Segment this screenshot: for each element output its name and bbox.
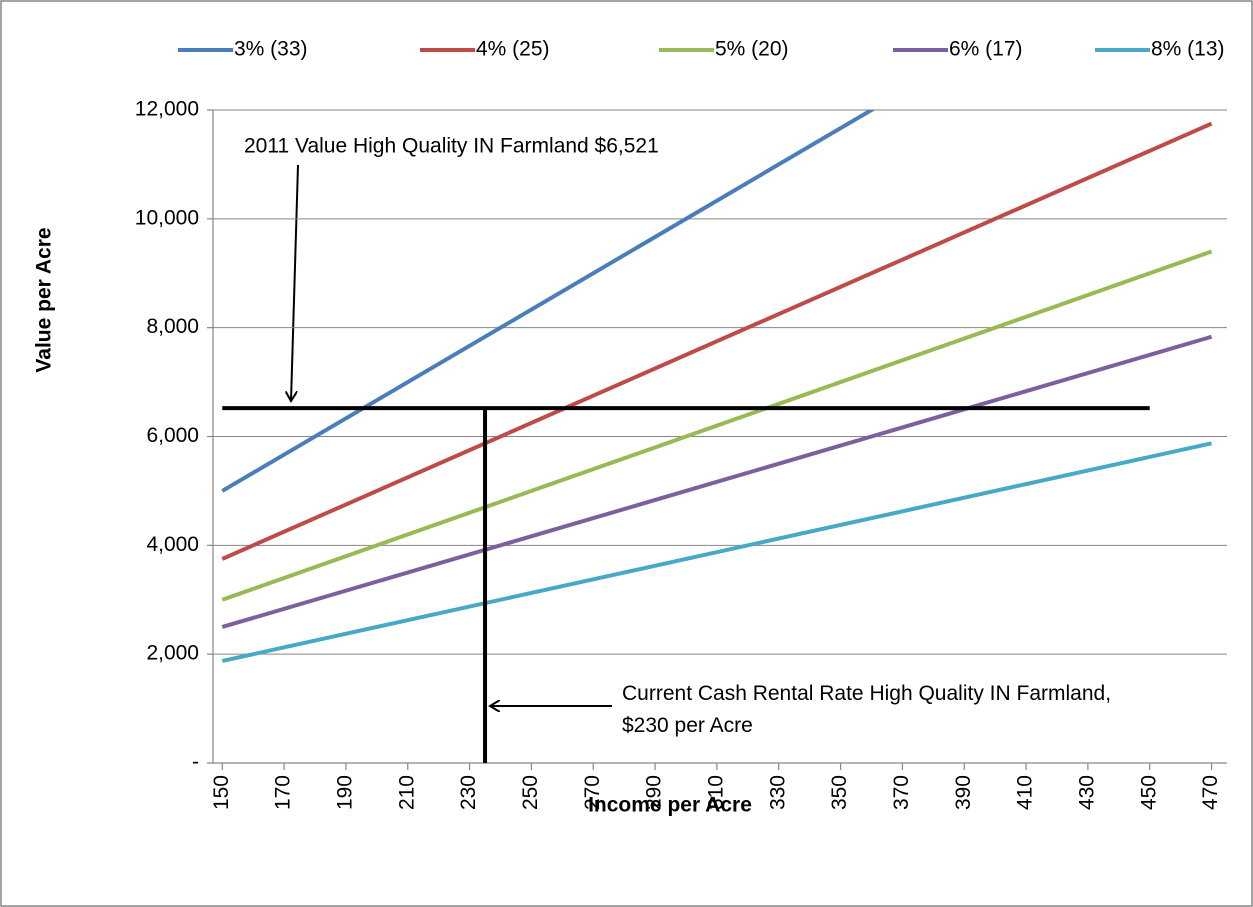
x-tick-label: 370 bbox=[890, 775, 913, 810]
x-tick-label: 190 bbox=[333, 775, 356, 810]
x-tick-label: 250 bbox=[519, 775, 542, 810]
x-tick-label: 230 bbox=[457, 775, 480, 810]
x-tick-label: 350 bbox=[828, 775, 851, 810]
series-line bbox=[221, 441, 1212, 663]
x-tick-label: 410 bbox=[1014, 775, 1037, 810]
annotation-arrow bbox=[291, 164, 299, 401]
x-tick-label: 290 bbox=[643, 775, 666, 810]
series-line bbox=[221, 334, 1213, 629]
y-axis-title: Value per Acre bbox=[33, 227, 56, 372]
series-line bbox=[221, 249, 1213, 602]
legend-label: 4% (25) bbox=[476, 38, 550, 61]
legend-label: 8% (13) bbox=[1151, 38, 1225, 61]
x-tick-label: 310 bbox=[704, 775, 727, 810]
x-tick-label: 170 bbox=[272, 775, 295, 810]
x-tick-label: 150 bbox=[210, 775, 233, 810]
series-line bbox=[221, 121, 1213, 561]
x-tick-label: 330 bbox=[766, 775, 789, 810]
x-tick-label: 450 bbox=[1137, 775, 1160, 810]
annotation: 2011 Value High Quality IN Farmland $6,5… bbox=[244, 135, 659, 158]
y-tick-label: 8,000 bbox=[146, 315, 199, 338]
x-tick-label: 470 bbox=[1199, 775, 1222, 810]
series-line bbox=[221, 110, 876, 493]
legend-label: 5% (20) bbox=[715, 38, 789, 61]
y-tick-label: 6,000 bbox=[146, 424, 199, 447]
x-axis-title: Income per Acre bbox=[588, 794, 752, 817]
y-tick-label: - bbox=[192, 751, 199, 774]
x-tick-label: 390 bbox=[952, 775, 975, 810]
annotation: Current Cash Rental Rate High Quality IN… bbox=[622, 682, 1111, 737]
y-tick-label: 2,000 bbox=[146, 642, 199, 665]
legend-label: 3% (33) bbox=[234, 38, 308, 61]
plot-area bbox=[221, 110, 1213, 663]
x-tick-label: 430 bbox=[1075, 775, 1098, 810]
legend-label: 6% (17) bbox=[949, 38, 1023, 61]
x-tick-label: 210 bbox=[395, 775, 418, 810]
y-tick-label: 10,000 bbox=[135, 206, 199, 229]
y-tick-label: 4,000 bbox=[146, 533, 199, 556]
x-tick-label: 270 bbox=[581, 775, 604, 810]
y-tick-label: 12,000 bbox=[135, 98, 199, 121]
